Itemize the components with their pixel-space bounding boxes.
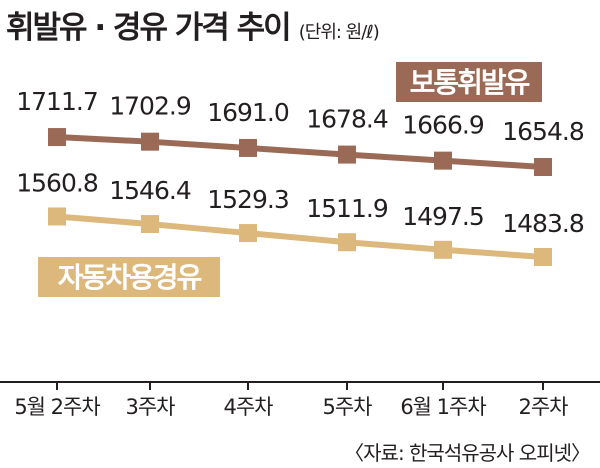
gasoline-value-label: 1691.0 <box>207 98 289 127</box>
diesel-value-label: 1529.3 <box>207 185 288 214</box>
diesel-series-label: 자동차용경유 <box>58 261 202 294</box>
x-tick-label: 2주차 <box>518 395 568 419</box>
diesel-marker <box>434 240 452 259</box>
gasoline-marker <box>434 151 452 170</box>
source-label: 〈자료: 한국석유공사 오피넷〉 <box>344 441 591 465</box>
diesel-value-label: 1560.8 <box>16 168 98 197</box>
diesel-marker <box>239 224 257 243</box>
gasoline-value-label: 1702.9 <box>109 92 191 121</box>
gasoline-marker <box>239 138 257 157</box>
gasoline-marker <box>534 158 552 176</box>
gasoline-series-label-bg <box>396 62 542 102</box>
gasoline-value-label: 1654.8 <box>502 117 584 146</box>
x-tick-label: 3주차 <box>125 395 175 419</box>
diesel-value-label: 1483.8 <box>502 209 584 238</box>
gasoline-marker <box>338 145 356 164</box>
diesel-value-label: 1546.4 <box>109 176 191 205</box>
diesel-line <box>56 213 544 260</box>
chart-title: 휘발유 · 경유 가격 추이 (단위: 원/ℓ) <box>6 2 380 47</box>
gasoline-series-label: 보통휘발유 <box>410 66 530 99</box>
gasoline-marker <box>141 132 159 151</box>
gasoline-value-label: 1711.7 <box>16 87 97 116</box>
gasoline-value-label: 1666.9 <box>402 111 484 140</box>
diesel-marker <box>141 215 159 234</box>
chart-title-text: 휘발유 · 경유 가격 추이 <box>6 10 292 46</box>
x-tick-label: 6월 1주차 <box>400 395 486 419</box>
diesel-marker <box>48 207 66 226</box>
diesel-value-label: 1497.5 <box>402 202 483 231</box>
diesel-value-label: 1511.9 <box>306 194 388 223</box>
x-tick-label: 4주차 <box>223 395 273 419</box>
diesel-series-label-bg <box>38 257 220 297</box>
diesel-marker <box>534 248 552 266</box>
diesel-marker <box>338 233 356 252</box>
x-tick-label: 5주차 <box>322 395 372 419</box>
gasoline-value-label: 1678.4 <box>306 105 388 134</box>
gasoline-line <box>56 134 544 170</box>
gasoline-marker <box>48 128 66 147</box>
unit-label: (단위: 원/ℓ) <box>298 22 380 43</box>
x-tick-label: 5월 2주차 <box>14 395 100 419</box>
